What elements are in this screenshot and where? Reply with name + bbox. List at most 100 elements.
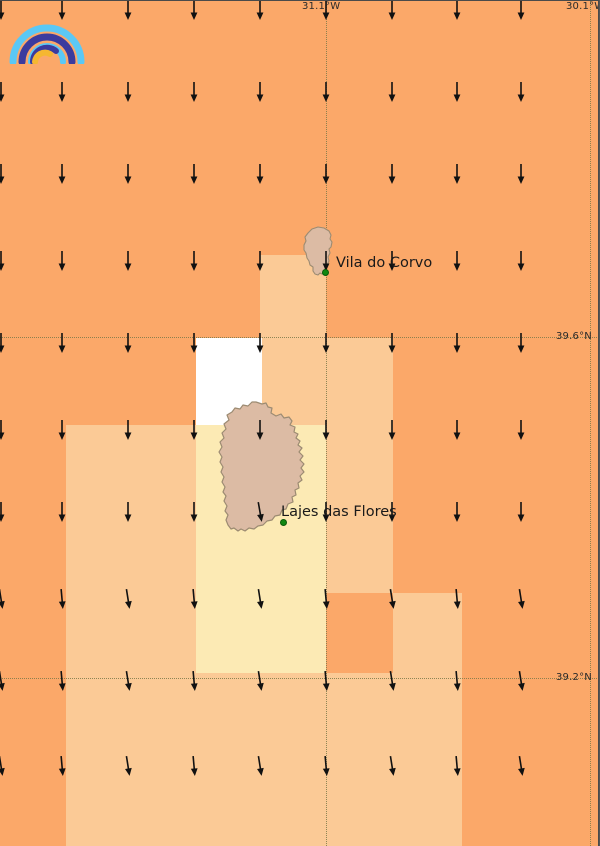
wind-arrow	[321, 163, 331, 185]
wind-arrow	[0, 0, 6, 21]
wind-arrow	[451, 670, 463, 693]
wind-arrow	[0, 754, 8, 777]
light-orange-south-band	[66, 673, 462, 846]
wind-arrow	[516, 163, 526, 185]
gridline-latitude	[0, 678, 599, 679]
wind-arrow	[452, 332, 462, 354]
wind-arrow	[321, 250, 331, 272]
wind-arrow	[121, 587, 134, 610]
gridline-latitude	[0, 337, 599, 338]
wind-arrow	[57, 81, 67, 103]
wind-arrow	[121, 669, 134, 692]
wind-arrow	[255, 81, 265, 103]
map-frame-right	[598, 0, 599, 846]
wind-arrow	[123, 81, 133, 103]
wind-arrow	[255, 250, 265, 272]
wind-arrow	[0, 81, 6, 103]
wind-arrow	[385, 587, 398, 610]
wind-arrow	[0, 332, 6, 354]
wind-arrow	[188, 670, 200, 693]
flores-island	[210, 400, 318, 540]
longitude-tick-label-0: 31.1°W	[302, 1, 341, 12]
wind-arrow	[320, 670, 332, 693]
wind-arrow	[320, 588, 332, 611]
wind-arrow	[516, 0, 526, 21]
rainbow-logo-icon[interactable]	[9, 16, 87, 66]
wind-arrow	[514, 754, 527, 777]
wind-arrow	[253, 587, 266, 610]
wind-arrow	[452, 0, 462, 21]
wind-arrow	[321, 501, 331, 523]
wind-arrow	[0, 250, 6, 272]
wind-arrow	[451, 755, 463, 778]
wind-arrow	[123, 0, 133, 21]
wind-arrow	[189, 501, 199, 523]
wind-arrow	[0, 501, 6, 523]
wind-arrow	[387, 419, 397, 441]
wind-arrow	[123, 332, 133, 354]
latitude-tick-label-1: 39.2°N	[556, 672, 592, 683]
wind-arrow	[57, 419, 67, 441]
wind-arrow	[0, 669, 8, 692]
wind-arrow	[123, 250, 133, 272]
longitude-tick-label-1: 30.1°W	[566, 1, 599, 12]
wind-arrow	[255, 0, 265, 21]
wind-arrow	[188, 588, 200, 611]
wind-arrow	[189, 81, 199, 103]
wind-arrow	[516, 419, 526, 441]
wind-arrow	[57, 332, 67, 354]
wind-arrow	[56, 588, 68, 611]
latitude-tick-label-0: 39.6°N	[556, 331, 592, 342]
wind-arrow	[189, 163, 199, 185]
map-frame-top	[0, 0, 599, 1]
wind-arrow	[321, 419, 331, 441]
wind-arrow	[387, 0, 397, 21]
wind-arrow	[385, 669, 398, 692]
wind-arrow	[387, 81, 397, 103]
wind-arrow	[56, 755, 68, 778]
vila-do-corvo-marker[interactable]	[322, 269, 329, 276]
lajes-das-flores-marker[interactable]	[280, 519, 287, 526]
wind-arrow	[451, 588, 463, 611]
wind-arrow	[516, 332, 526, 354]
wind-arrow	[514, 669, 527, 692]
wind-arrow	[514, 587, 527, 610]
wind-arrow	[255, 419, 265, 441]
wind-arrow	[189, 0, 199, 21]
wind-arrow	[452, 250, 462, 272]
wind-arrow	[57, 501, 67, 523]
wind-arrow	[321, 332, 331, 354]
light-orange-west	[66, 425, 196, 673]
wind-arrow	[253, 754, 266, 777]
wind-arrow	[56, 670, 68, 693]
wind-arrow	[516, 250, 526, 272]
wind-arrow	[57, 163, 67, 185]
wind-arrow	[452, 419, 462, 441]
light-orange-lower-right	[393, 593, 462, 673]
wind-arrow	[189, 332, 199, 354]
wind-arrow	[253, 669, 266, 692]
gridline-longitude	[590, 0, 591, 846]
lajes-das-flores-label: Lajes das Flores	[281, 504, 397, 520]
wind-arrow	[516, 501, 526, 523]
wind-arrow	[255, 163, 265, 185]
wind-arrow	[321, 0, 331, 21]
wind-arrow	[189, 419, 199, 441]
wind-arrow	[189, 250, 199, 272]
wind-arrow	[188, 755, 200, 778]
wind-arrow	[0, 419, 6, 441]
wind-arrow	[123, 501, 133, 523]
wind-arrow	[516, 81, 526, 103]
wind-arrow	[0, 587, 8, 610]
wind-arrow	[452, 81, 462, 103]
wind-arrow	[387, 501, 397, 523]
wind-arrow	[253, 500, 267, 523]
wind-arrow	[320, 755, 332, 778]
wind-arrow	[57, 0, 67, 21]
wind-arrow	[123, 419, 133, 441]
vila-do-corvo-label: Vila do Corvo	[336, 255, 433, 271]
